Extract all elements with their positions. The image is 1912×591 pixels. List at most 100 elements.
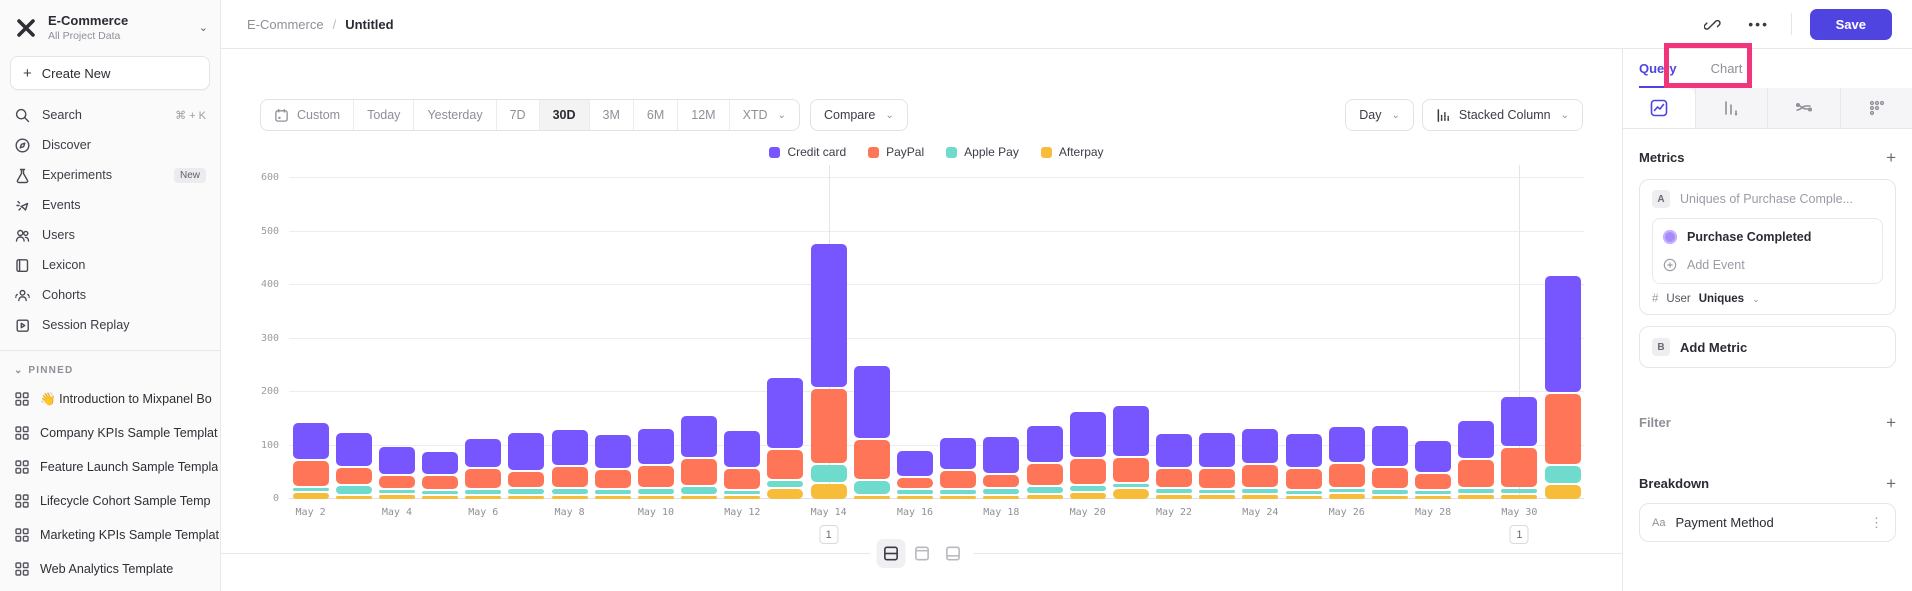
- bar-segment-credit-card[interactable]: [551, 430, 588, 466]
- bar-segment-apple-pay[interactable]: [1199, 490, 1236, 494]
- breadcrumb-title[interactable]: Untitled: [345, 16, 394, 32]
- bar-segment-paypal[interactable]: [681, 458, 718, 486]
- bar-segment-afterpay[interactable]: [940, 495, 977, 499]
- stacked-bar-may-11[interactable]: [681, 415, 718, 499]
- stacked-bar-may-10[interactable]: [637, 429, 674, 499]
- breakdown-card-payment-method[interactable]: Aa Payment Method ⋮: [1639, 503, 1896, 542]
- bar-segment-afterpay[interactable]: [1242, 495, 1279, 499]
- bar-segment-paypal[interactable]: [1458, 459, 1495, 488]
- bar-segment-credit-card[interactable]: [681, 415, 718, 457]
- bar-segment-apple-pay[interactable]: [1069, 486, 1106, 491]
- bar-segment-apple-pay[interactable]: [292, 487, 329, 491]
- tab-flows[interactable]: [1767, 88, 1840, 128]
- bar-segment-paypal[interactable]: [940, 470, 977, 489]
- layout-chart-only-button[interactable]: [907, 539, 936, 568]
- bar-segment-afterpay[interactable]: [1069, 492, 1106, 499]
- stacked-bar-may-28[interactable]: [1415, 441, 1452, 499]
- bar-segment-apple-pay[interactable]: [422, 490, 459, 494]
- bar-segment-apple-pay[interactable]: [1242, 489, 1279, 494]
- legend-item-credit-card[interactable]: Credit card: [769, 145, 846, 159]
- add-breakdown-button[interactable]: +: [1886, 474, 1896, 493]
- stacked-bar-may-4[interactable]: [378, 446, 415, 499]
- stacked-bar-may-5[interactable]: [422, 452, 459, 499]
- bar-segment-afterpay[interactable]: [378, 494, 415, 499]
- annotation-badge[interactable]: 1: [819, 525, 839, 544]
- add-metric-card[interactable]: B Add Metric: [1639, 326, 1896, 368]
- sidebar-item-experiments[interactable]: Experiments New: [0, 160, 220, 190]
- add-metric-plus-button[interactable]: +: [1886, 148, 1896, 167]
- bar-segment-afterpay[interactable]: [1112, 489, 1149, 499]
- bar-segment-paypal[interactable]: [983, 474, 1020, 488]
- bar-segment-credit-card[interactable]: [1069, 411, 1106, 458]
- bar-segment-apple-pay[interactable]: [940, 490, 977, 494]
- bar-segment-credit-card[interactable]: [983, 436, 1020, 473]
- bar-segment-apple-pay[interactable]: [724, 491, 761, 494]
- bar-segment-apple-pay[interactable]: [1112, 483, 1149, 488]
- bar-segment-afterpay[interactable]: [1026, 494, 1063, 499]
- bar-segment-afterpay[interactable]: [465, 495, 502, 499]
- stacked-bar-may-23[interactable]: [1199, 432, 1236, 499]
- pinned-board-item[interactable]: Feature Launch Sample Templa: [0, 450, 220, 484]
- pinned-board-item[interactable]: Web Analytics Template: [0, 552, 220, 586]
- bar-segment-paypal[interactable]: [1328, 464, 1365, 487]
- granularity-dropdown[interactable]: Day ⌄: [1345, 99, 1414, 131]
- stacked-bar-may-18[interactable]: [983, 436, 1020, 499]
- stacked-bar-may-12[interactable]: [724, 430, 761, 499]
- bar-segment-credit-card[interactable]: [508, 433, 545, 470]
- bar-segment-paypal[interactable]: [1026, 463, 1063, 486]
- project-switcher[interactable]: E-Commerce All Project Data ⌄: [0, 0, 220, 52]
- bar-segment-afterpay[interactable]: [1328, 493, 1365, 499]
- bar-segment-credit-card[interactable]: [853, 366, 890, 438]
- tab-funnels[interactable]: [1694, 88, 1768, 128]
- add-filter-button[interactable]: +: [1886, 413, 1896, 432]
- bar-segment-afterpay[interactable]: [1371, 496, 1408, 499]
- bar-segment-apple-pay[interactable]: [1458, 489, 1495, 493]
- bar-segment-afterpay[interactable]: [724, 496, 761, 499]
- stacked-bar-may-13[interactable]: [767, 377, 804, 499]
- bar-segment-apple-pay[interactable]: [896, 490, 933, 494]
- date-range-xtd[interactable]: XTD ⌄: [728, 100, 799, 130]
- bar-segment-apple-pay[interactable]: [681, 487, 718, 494]
- save-button[interactable]: Save: [1809, 8, 1892, 40]
- bar-segment-apple-pay[interactable]: [1415, 490, 1452, 494]
- bar-segment-credit-card[interactable]: [1544, 276, 1581, 393]
- bar-segment-afterpay[interactable]: [1458, 494, 1495, 499]
- bar-segment-apple-pay[interactable]: [1156, 488, 1193, 493]
- date-range-custom[interactable]: Custom: [261, 100, 353, 130]
- legend-item-afterpay[interactable]: Afterpay: [1040, 145, 1104, 159]
- tab-insights[interactable]: [1623, 88, 1695, 128]
- bar-segment-credit-card[interactable]: [724, 430, 761, 467]
- create-new-button[interactable]: + Create New: [10, 56, 210, 90]
- bar-segment-afterpay[interactable]: [594, 495, 631, 499]
- pinned-board-item[interactable]: 👋 Introduction to Mixpanel Bo: [0, 382, 220, 416]
- bar-segment-paypal[interactable]: [1242, 464, 1279, 488]
- bar-segment-apple-pay[interactable]: [1544, 466, 1581, 483]
- bar-segment-apple-pay[interactable]: [335, 486, 372, 494]
- date-range-3m[interactable]: 3M: [588, 100, 633, 130]
- bar-segment-afterpay[interactable]: [983, 496, 1020, 499]
- bar-segment-afterpay[interactable]: [810, 483, 847, 499]
- tab-chart[interactable]: Chart: [1710, 61, 1743, 76]
- bar-segment-paypal[interactable]: [465, 468, 502, 489]
- bar-segment-paypal[interactable]: [1156, 468, 1193, 487]
- stacked-bar-may-24[interactable]: [1242, 428, 1279, 499]
- bar-segment-afterpay[interactable]: [896, 496, 933, 499]
- legend-item-paypal[interactable]: PayPal: [868, 145, 924, 159]
- bar-segment-paypal[interactable]: [1501, 447, 1538, 488]
- bar-segment-apple-pay[interactable]: [551, 488, 588, 494]
- bar-segment-afterpay[interactable]: [767, 489, 804, 499]
- bar-segment-paypal[interactable]: [1415, 473, 1452, 489]
- metric-name-input[interactable]: Uniques of Purchase Comple...: [1680, 192, 1854, 206]
- bar-segment-apple-pay[interactable]: [853, 481, 890, 494]
- breadcrumb-project[interactable]: E-Commerce: [247, 16, 324, 32]
- stacked-bar-may-2[interactable]: [292, 423, 329, 499]
- bar-segment-afterpay[interactable]: [551, 496, 588, 499]
- bar-segment-credit-card[interactable]: [1415, 441, 1452, 472]
- bar-segment-credit-card[interactable]: [335, 433, 372, 466]
- date-range-7d[interactable]: 7D: [495, 100, 539, 130]
- date-range-6m[interactable]: 6M: [632, 100, 677, 130]
- tab-query[interactable]: Query: [1639, 49, 1677, 88]
- bar-segment-credit-card[interactable]: [465, 438, 502, 467]
- bar-segment-paypal[interactable]: [335, 467, 372, 485]
- bar-segment-paypal[interactable]: [853, 439, 890, 480]
